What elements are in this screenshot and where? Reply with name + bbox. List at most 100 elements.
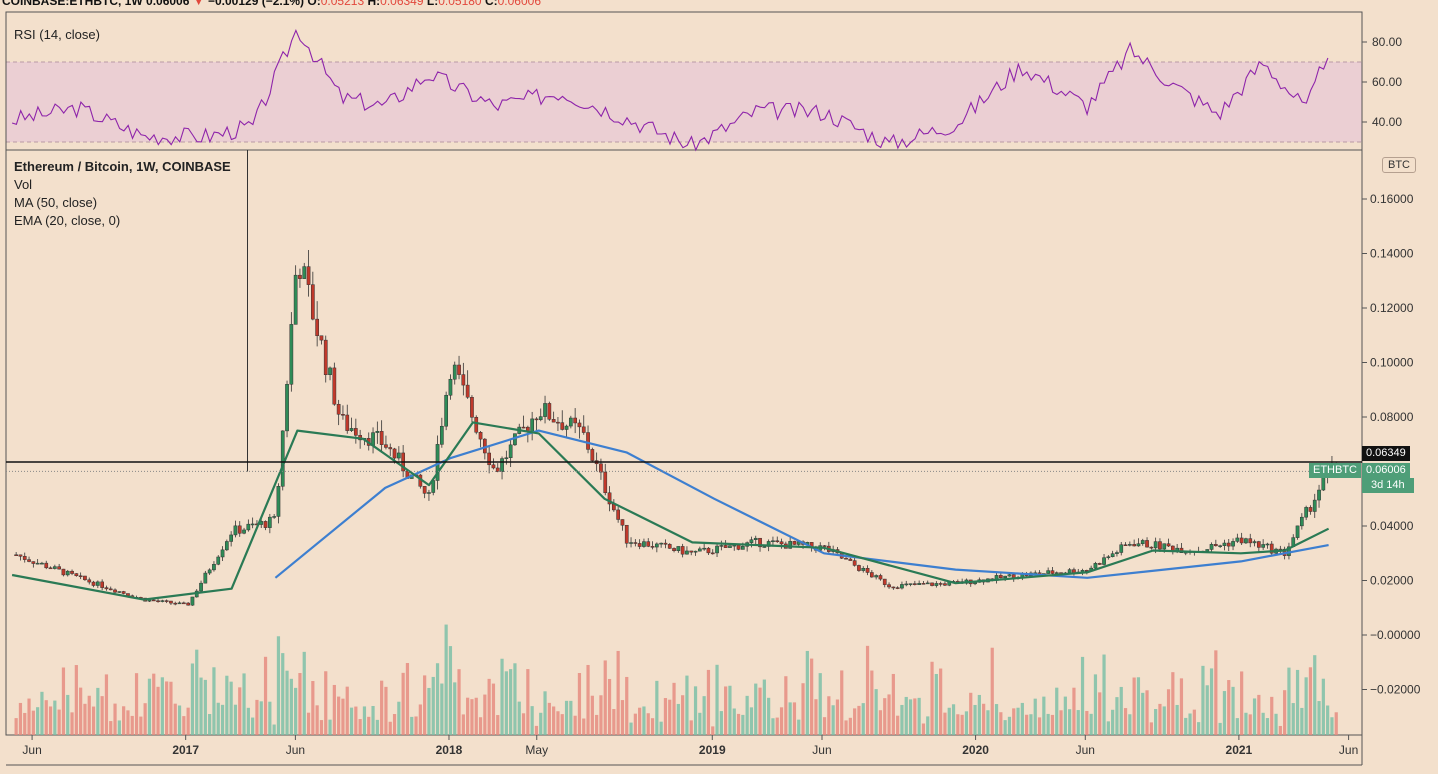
volume-bar [457, 669, 461, 735]
volume-bar [840, 670, 844, 735]
volume-bar [173, 703, 177, 735]
candle-up [448, 378, 453, 396]
volume-bar [392, 713, 397, 735]
candle-down [164, 600, 169, 602]
legend-ma[interactable]: MA (50, close) [14, 195, 98, 210]
volume-bar [354, 706, 358, 735]
candle-up [396, 452, 401, 459]
volume-bar [853, 708, 857, 735]
close-label: C: [484, 0, 498, 8]
candle-up [568, 417, 573, 427]
candle-up [280, 430, 285, 487]
volume-bar [1304, 677, 1308, 735]
candle-up [538, 416, 543, 420]
candle-down [70, 570, 74, 574]
candle-down [1166, 543, 1171, 547]
volume-bar [1317, 701, 1321, 735]
candle-down [336, 403, 341, 415]
volume-bar [1145, 690, 1149, 735]
candle-up [1067, 569, 1072, 574]
volume-bar [547, 702, 551, 735]
candle-down [91, 581, 96, 586]
candle-down [603, 471, 608, 494]
candle-down [31, 561, 36, 564]
volume-bar [358, 719, 362, 735]
volume-bar [990, 647, 994, 735]
volume-bar [960, 714, 964, 735]
high-label: H: [367, 0, 381, 8]
volume-bar [552, 706, 556, 735]
volume-bar [1214, 650, 1218, 735]
unit-badge[interactable]: BTC [1382, 157, 1416, 173]
volume-bar [319, 720, 324, 735]
candle-up [203, 572, 208, 584]
volume-bar [620, 700, 625, 735]
candle-up [1136, 543, 1141, 547]
volume-bar [964, 711, 969, 735]
candle-up [1119, 544, 1124, 553]
symbol-header: COINBASE:ETHBTC, 1W 0.06006 ▼ −0.00129 (… [2, 0, 541, 8]
price-tick-label: −0.00000 [1370, 628, 1421, 642]
symbol-name: COINBASE:ETHBTC, 1W [2, 0, 143, 8]
candle-up [1312, 499, 1317, 512]
candle-down [113, 589, 117, 593]
volume-bar [483, 694, 487, 735]
volume-bar [1029, 714, 1033, 735]
candle-up [1209, 544, 1214, 550]
candle-down [887, 584, 891, 588]
time-tick-label: 2018 [436, 743, 463, 757]
volume-bar [14, 718, 18, 735]
volume-bar [706, 669, 711, 735]
candle-down [1226, 542, 1231, 547]
volume-bar [689, 720, 693, 735]
candle-up [371, 432, 375, 446]
candle-down [706, 547, 711, 554]
time-tick-label: Jun [1076, 743, 1095, 757]
volume-bar [638, 707, 642, 735]
candle-up [762, 546, 767, 548]
volume-bar [792, 702, 797, 735]
main-title: Ethereum / Bitcoin, 1W, COINBASE [14, 159, 231, 174]
candle-down [723, 545, 728, 548]
candle-down [388, 447, 393, 450]
candle-up [543, 403, 547, 417]
candle-up [1162, 543, 1167, 550]
candle-down [121, 591, 126, 594]
volume-bar [487, 678, 491, 735]
candle-down [1149, 546, 1154, 549]
candle-up [117, 591, 122, 593]
price-tick-label: 0.10000 [1370, 356, 1414, 370]
volume-bar [289, 678, 293, 735]
volume-bar [1098, 692, 1102, 735]
volume-bar [616, 650, 620, 735]
volume-bar [66, 694, 70, 735]
candle-down [551, 419, 556, 423]
volume-bar [779, 707, 784, 735]
candle-up [702, 547, 706, 550]
legend-volume[interactable]: Vol [14, 177, 33, 192]
candle-down [18, 554, 23, 557]
candle-down [577, 422, 582, 428]
volume-bar [1136, 677, 1141, 735]
volume-bar [1274, 713, 1278, 735]
candle-down [315, 318, 319, 336]
volume-bar [612, 709, 616, 735]
rsi-tick-label: 60.00 [1372, 75, 1402, 89]
volume-bar [259, 701, 263, 735]
candle-down [57, 566, 61, 570]
rsi-title: RSI (14, close) [14, 27, 100, 42]
main-legend[interactable]: Ethereum / Bitcoin, 1W, COINBASE Vol MA … [14, 158, 231, 230]
rsi-legend[interactable]: RSI (14, close) [14, 26, 100, 44]
candle-up [917, 583, 921, 585]
volume-bar [1033, 698, 1037, 735]
candle-down [895, 587, 900, 589]
candle-down [573, 417, 577, 424]
candle-down [298, 274, 302, 279]
legend-ema[interactable]: EMA (20, close, 0) [14, 213, 121, 228]
volume-bar [1076, 710, 1080, 735]
volume-bar [474, 697, 478, 735]
volume-bar [242, 673, 246, 735]
volume-bar [401, 672, 405, 735]
volume-bar [152, 673, 156, 735]
candle-down [1256, 541, 1261, 548]
